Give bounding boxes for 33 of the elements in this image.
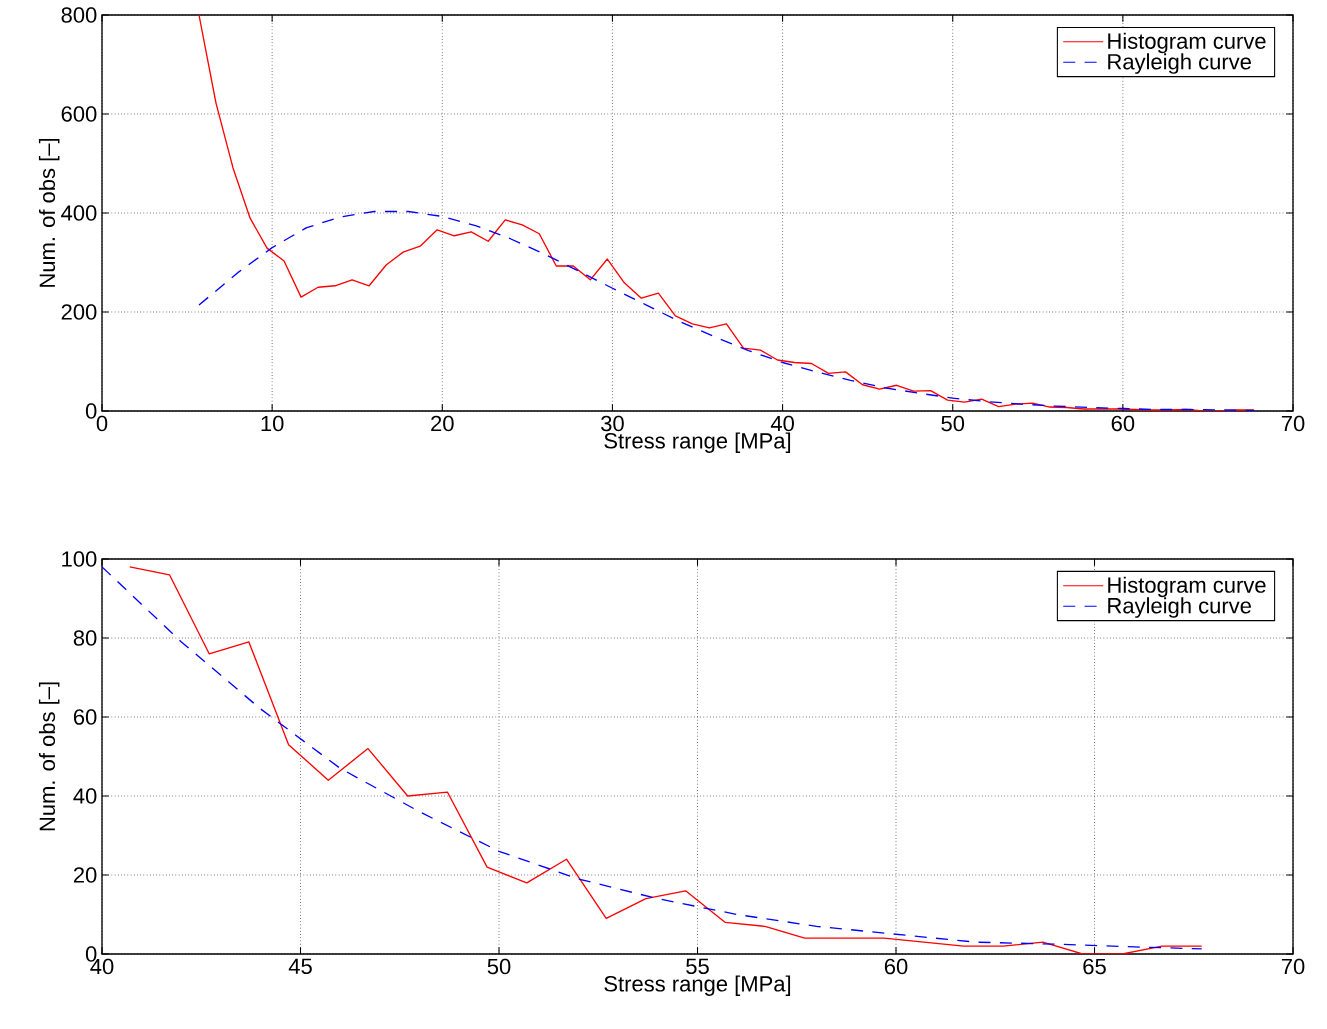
legend-label: Histogram curve (1108, 576, 1266, 598)
x-tick-label: 60 (884, 958, 908, 975)
x-tick-label: 60 (1111, 415, 1135, 432)
y-tick-label: 60 (73, 709, 97, 725)
x-tick-label: 65 (1083, 958, 1106, 975)
x-tick-label: 70 (1281, 415, 1305, 432)
legend-label: Histogram curve (1108, 32, 1266, 54)
y-tick-label: 200 (61, 304, 97, 320)
y-tick-label: 800 (61, 7, 97, 23)
y-tick-label: 600 (61, 106, 97, 122)
x-tick-label: 55 (686, 958, 709, 975)
legend-label: Rayleigh curve (1108, 53, 1251, 74)
y-tick-label: 40 (73, 788, 97, 804)
x-axis-title: Stress range [MPa] (604, 432, 791, 453)
y-axis-title: Num. of obs [–] (38, 138, 60, 287)
x-tick-label: 45 (288, 958, 312, 975)
x-tick-label: 0 (96, 415, 108, 432)
y-tick-label: 100 (62, 551, 97, 567)
y-tick-label: 20 (73, 867, 97, 883)
x-tick-label: 50 (487, 958, 511, 975)
x-tick-label: 30 (601, 415, 624, 432)
y-axis-title: Num. of obs [–] (38, 682, 60, 831)
x-tick-label: 70 (1281, 958, 1305, 975)
x-tick-label: 20 (431, 415, 454, 432)
x-tick-label: 10 (261, 415, 284, 432)
x-tick-label: 40 (770, 415, 794, 432)
y-tick-label: 80 (73, 630, 97, 646)
line-series (198, 210, 1255, 411)
x-tick-label: 50 (941, 415, 965, 432)
y-tick-label: 0 (85, 403, 97, 419)
y-tick-label: 400 (61, 205, 97, 221)
legend-label: Rayleigh curve (1108, 597, 1251, 618)
x-axis-title: Stress range [MPa] (604, 975, 791, 996)
